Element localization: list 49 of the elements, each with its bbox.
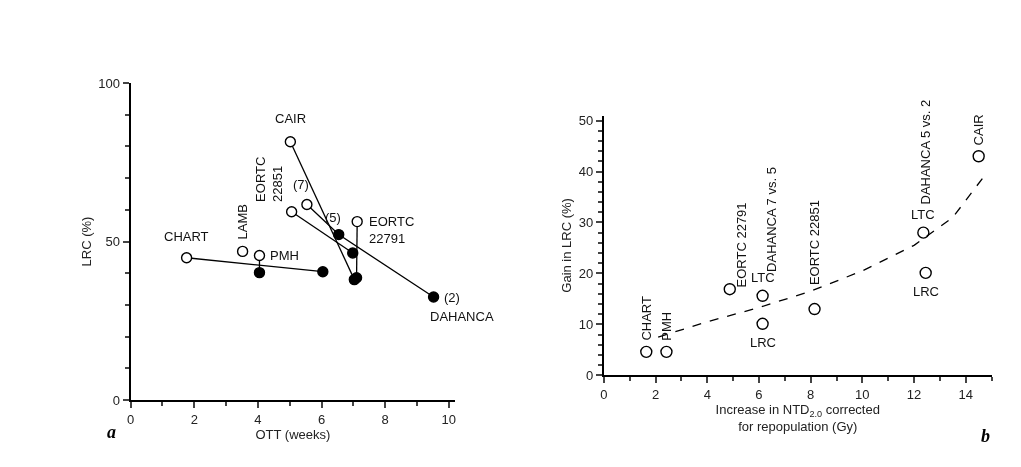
y-tick-label: 20	[578, 265, 594, 281]
annotation: EORTC 22851	[807, 200, 822, 286]
y-tick-label: 50	[578, 113, 594, 129]
annotation: LAMB	[234, 204, 250, 240]
x-tick-label: 10	[441, 411, 457, 427]
text: a	[107, 422, 116, 442]
annotation: LRC	[750, 335, 777, 350]
annotation: DAHANCA 7 vs. 5	[764, 167, 780, 272]
annotation: EORTC 22851	[253, 156, 286, 202]
annotation: LTC	[751, 270, 775, 285]
x-tick-label: 8	[807, 386, 815, 402]
y-axis-title: LRC (%)	[78, 216, 94, 267]
annotation: CAIR	[275, 111, 307, 126]
annotation: CAIR	[970, 114, 986, 146]
x-tick-label: 6	[755, 386, 763, 402]
annotation: CHART	[164, 229, 209, 244]
x-tick-label: 4	[703, 386, 711, 402]
annotation: DAHANCA 5 vs. 2	[918, 99, 934, 205]
x-tick-label: 10	[855, 386, 870, 402]
annotation: LTC	[911, 207, 935, 222]
x-tick-label: 2	[190, 411, 198, 427]
x-axis-title: Increase in NTD$_{2.0}$ corrected for repopulation (Gy)	[715, 401, 880, 434]
y-tick-label: 10	[578, 316, 594, 332]
annotation: (2)	[444, 290, 460, 305]
annotation: DAHANCA	[430, 309, 494, 324]
x-tick-label: 6	[317, 411, 326, 427]
annotation: PMH	[659, 311, 675, 341]
annotation: PMH	[270, 248, 299, 263]
x-tick-label: 14	[958, 386, 973, 402]
annotation: (7)	[293, 177, 309, 192]
x-tick-label: 2	[651, 386, 660, 402]
y-tick-label: 50	[105, 234, 120, 250]
x-tick-label: 4	[254, 411, 262, 427]
y-tick-label: 40	[578, 164, 594, 180]
annotation: EORTC 22791	[734, 202, 750, 288]
y-tick-label: 30	[578, 215, 594, 231]
annotation: EORTC 22791	[369, 214, 415, 246]
text: b	[981, 426, 990, 446]
x-tick-label: 8	[381, 411, 389, 427]
annotation: CHART	[638, 296, 654, 341]
x-tick-label: 0	[600, 386, 608, 402]
y-tick-label: 0	[586, 367, 594, 383]
annotation: LRC	[913, 284, 940, 299]
y-axis-title: Gain in LRC (%)	[559, 198, 575, 293]
x-axis-title: OTT (weeks)	[255, 426, 331, 442]
x-tick-label: 12	[906, 386, 922, 402]
y-tick-label: 100	[98, 75, 120, 91]
x-tick-label: 0	[126, 411, 135, 427]
annotation: (5)	[325, 210, 341, 225]
